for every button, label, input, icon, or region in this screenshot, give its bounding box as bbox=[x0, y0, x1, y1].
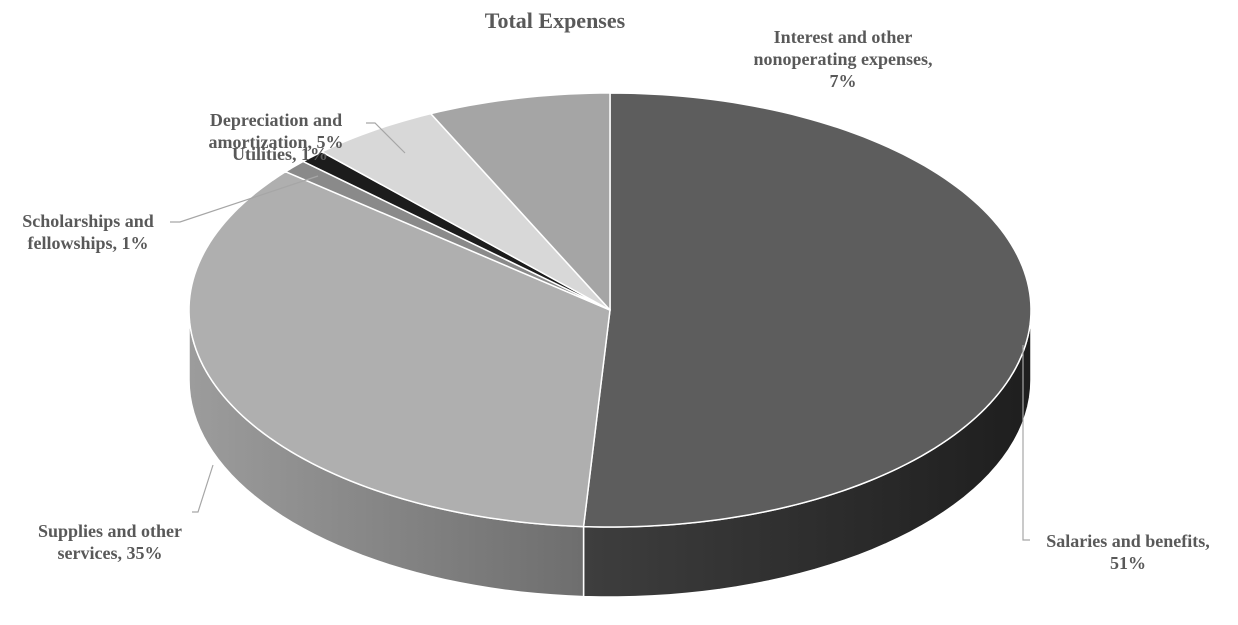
data-label-salaries-and-benefits: Salaries and benefits, 51% bbox=[1046, 531, 1210, 573]
data-label-interest-and-other-nonoperating-expenses: Interest and other nonoperating expenses,… bbox=[753, 27, 932, 91]
data-label-scholarships-and-fellowships: Scholarships and fellowships, 1% bbox=[22, 211, 154, 253]
data-label-supplies-and-other-services: Supplies and other services, 35% bbox=[38, 521, 182, 563]
chart-title: Total Expenses bbox=[485, 8, 626, 33]
leader-line-supplies-and-other-services bbox=[192, 465, 213, 512]
data-label-depreciation-and-amortization: Depreciation and amortization, 5% bbox=[209, 110, 344, 152]
